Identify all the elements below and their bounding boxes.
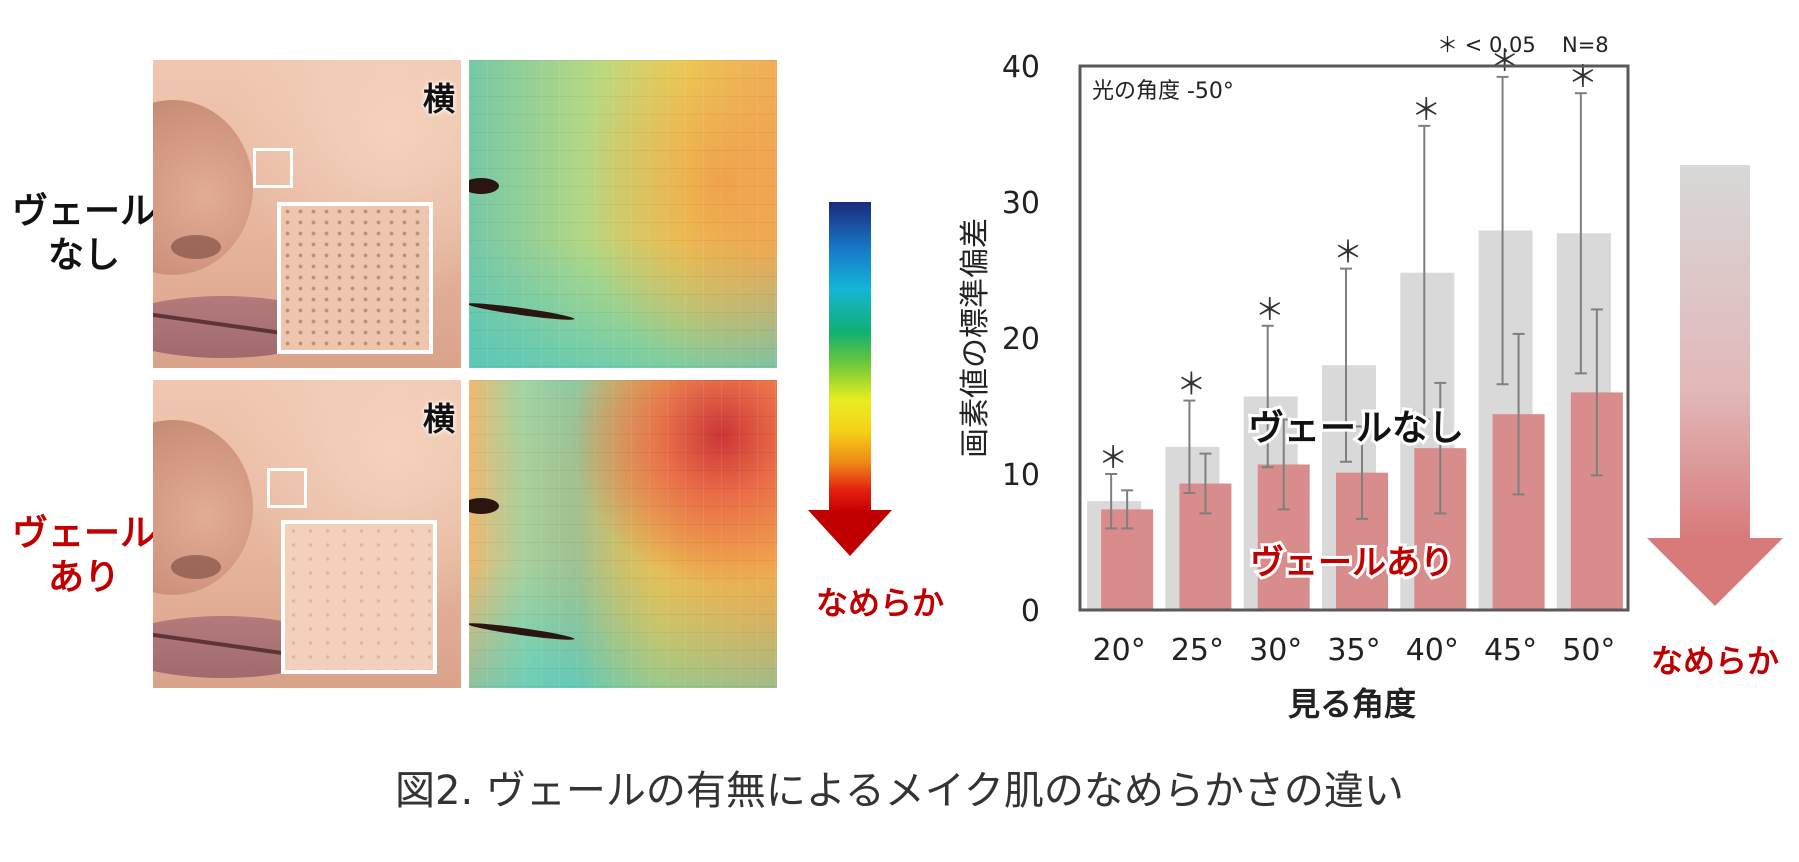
significance-marker: ＊ [1490,44,1520,79]
heatmap-without-veil [469,60,777,368]
zoomed-skin-texture [281,520,437,674]
series-label-without-veil: ヴェールなし [1248,408,1464,449]
plot-frame [1078,64,1630,612]
y-tick-label: 0 [1021,594,1040,629]
row-label-without-veil-line2: なし [47,235,120,276]
zoomed-skin-texture [277,202,433,354]
error-bar-with-veil [1512,332,1525,496]
significance-marker: ＊ [1098,441,1128,476]
y-axis-label: 画素値の標準偏差 [958,218,993,458]
skin-photo-with-veil: 横 [153,380,461,688]
sample-region-marker [267,468,307,508]
error-bar-with-veil [1277,418,1290,511]
y-tick-label: 20 [1002,322,1040,357]
sample-size: N=8 [1562,33,1609,57]
y-tick-label: 40 [1002,50,1040,85]
x-tick-label: 45° [1484,633,1537,668]
y-tick-label: 10 [1002,458,1040,493]
color-scale-label: なめらか [815,584,944,622]
error-bar-without-veil [1183,399,1196,495]
error-bar-without-veil [1574,92,1587,375]
sample-region-marker [253,148,293,188]
significance-marker: ＊ [1176,368,1206,403]
series-label-with-veil: ヴェールあり [1250,543,1454,583]
row-label-with-veil: ヴェール あり [0,512,168,600]
error-bar-without-veil [1105,473,1118,530]
error-bar-with-veil [1199,452,1212,515]
error-bar-without-veil [1418,124,1431,421]
error-bar-without-veil [1261,324,1274,469]
significance-note: ＊ < 0.05 [1437,33,1536,57]
x-tick-label: 20° [1093,633,1146,668]
x-tick-label: 35° [1327,633,1380,668]
row-label-with-veil-line2: あり [47,557,120,598]
x-tick-label: 40° [1406,633,1459,668]
nostril-outline [469,498,499,514]
row-label-with-veil-line1: ヴェール [11,513,156,554]
error-bar-with-veil [1356,425,1368,520]
smoothness-arrow-head [1647,538,1783,606]
error-bar-with-veil [1121,489,1134,530]
x-tick-label: 50° [1562,633,1615,668]
significance-marker: ＊ [1333,236,1363,271]
nostril-shape [171,235,221,259]
annotation-light-angle: 光の角度 -50° [1092,79,1234,104]
heatmap-with-veil [469,380,777,688]
color-scale-bar [829,202,871,512]
error-bar-with-veil [1590,308,1603,477]
direction-tag: 横 [422,400,455,438]
nostril-shape [171,555,221,579]
x-tick-label: 30° [1249,633,1302,668]
significance-marker: ＊ [1411,93,1441,128]
x-axis-label: 見る角度 [1288,685,1416,723]
heatmap-pixel-grid [469,60,777,368]
skin-photo-without-veil: 横 [153,60,461,368]
direction-tag: 横 [422,80,455,118]
y-tick-label: 30 [1002,186,1040,221]
nostril-outline [469,178,499,194]
error-bar-without-veil [1340,267,1352,463]
row-label-without-veil-line1: ヴェール [11,191,156,232]
color-scale-arrow-head [808,510,892,556]
heatmap-pixel-grid [469,380,777,688]
row-label-without-veil: ヴェール なし [0,190,168,278]
smoothness-arrow-label: なめらか [1650,642,1779,680]
figure-caption: 図2. ヴェールの有無によるメイク肌のなめらかさの違い [395,768,1404,814]
significance-marker: ＊ [1255,293,1285,328]
x-tick-label: 25° [1171,633,1224,668]
smoothness-arrow-shaft [1680,165,1750,540]
error-bar-with-veil [1434,381,1447,515]
error-bar-without-veil [1496,75,1509,386]
